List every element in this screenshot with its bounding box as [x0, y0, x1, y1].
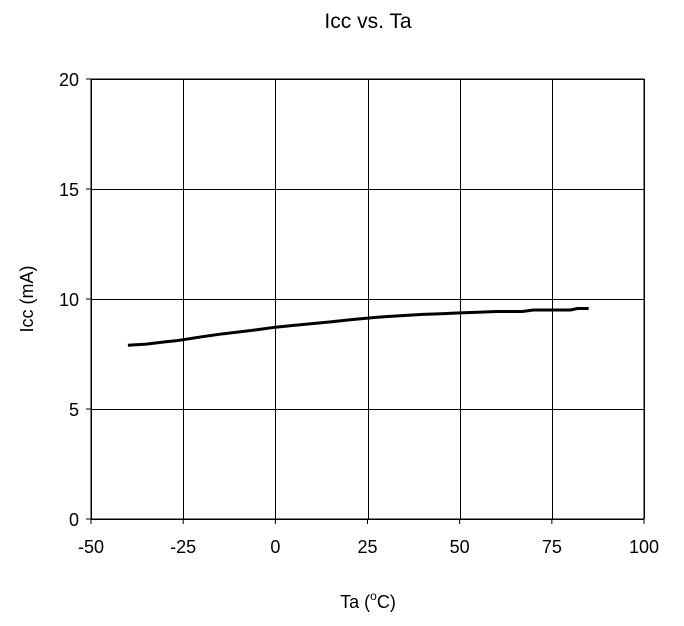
x-axis-label-main: Ta (: [340, 592, 370, 612]
y-tick-label: 15: [59, 180, 79, 200]
x-axis-label-suffix: C): [377, 592, 396, 612]
x-tick-label: -50: [78, 537, 104, 557]
y-axis-label: Icc (mA): [17, 266, 37, 333]
series-line-icc: [127, 307, 589, 347]
x-tick-label: 100: [629, 537, 659, 557]
x-axis-tick-labels: -50 -25 0 25 50 75 100: [78, 519, 659, 557]
x-tick-label: 0: [270, 537, 280, 557]
chart-title: Icc vs. Ta: [324, 10, 411, 33]
y-tick-label: 5: [69, 400, 79, 420]
series-layer: [127, 307, 589, 347]
x-tick-label: 50: [450, 537, 470, 557]
y-tick-label: 20: [59, 70, 79, 90]
x-tick-label: 75: [542, 537, 562, 557]
x-axis-label-superscript: o: [370, 589, 377, 603]
y-tick-label: 0: [69, 510, 79, 530]
x-axis-label: Ta (oC): [340, 589, 396, 612]
y-axis-tick-labels: 0 5 10 15 20: [59, 70, 91, 530]
y-tick-label: 10: [59, 290, 79, 310]
x-tick-label: 25: [357, 537, 377, 557]
grid-lines: [91, 79, 645, 520]
x-tick-label: -25: [170, 537, 196, 557]
